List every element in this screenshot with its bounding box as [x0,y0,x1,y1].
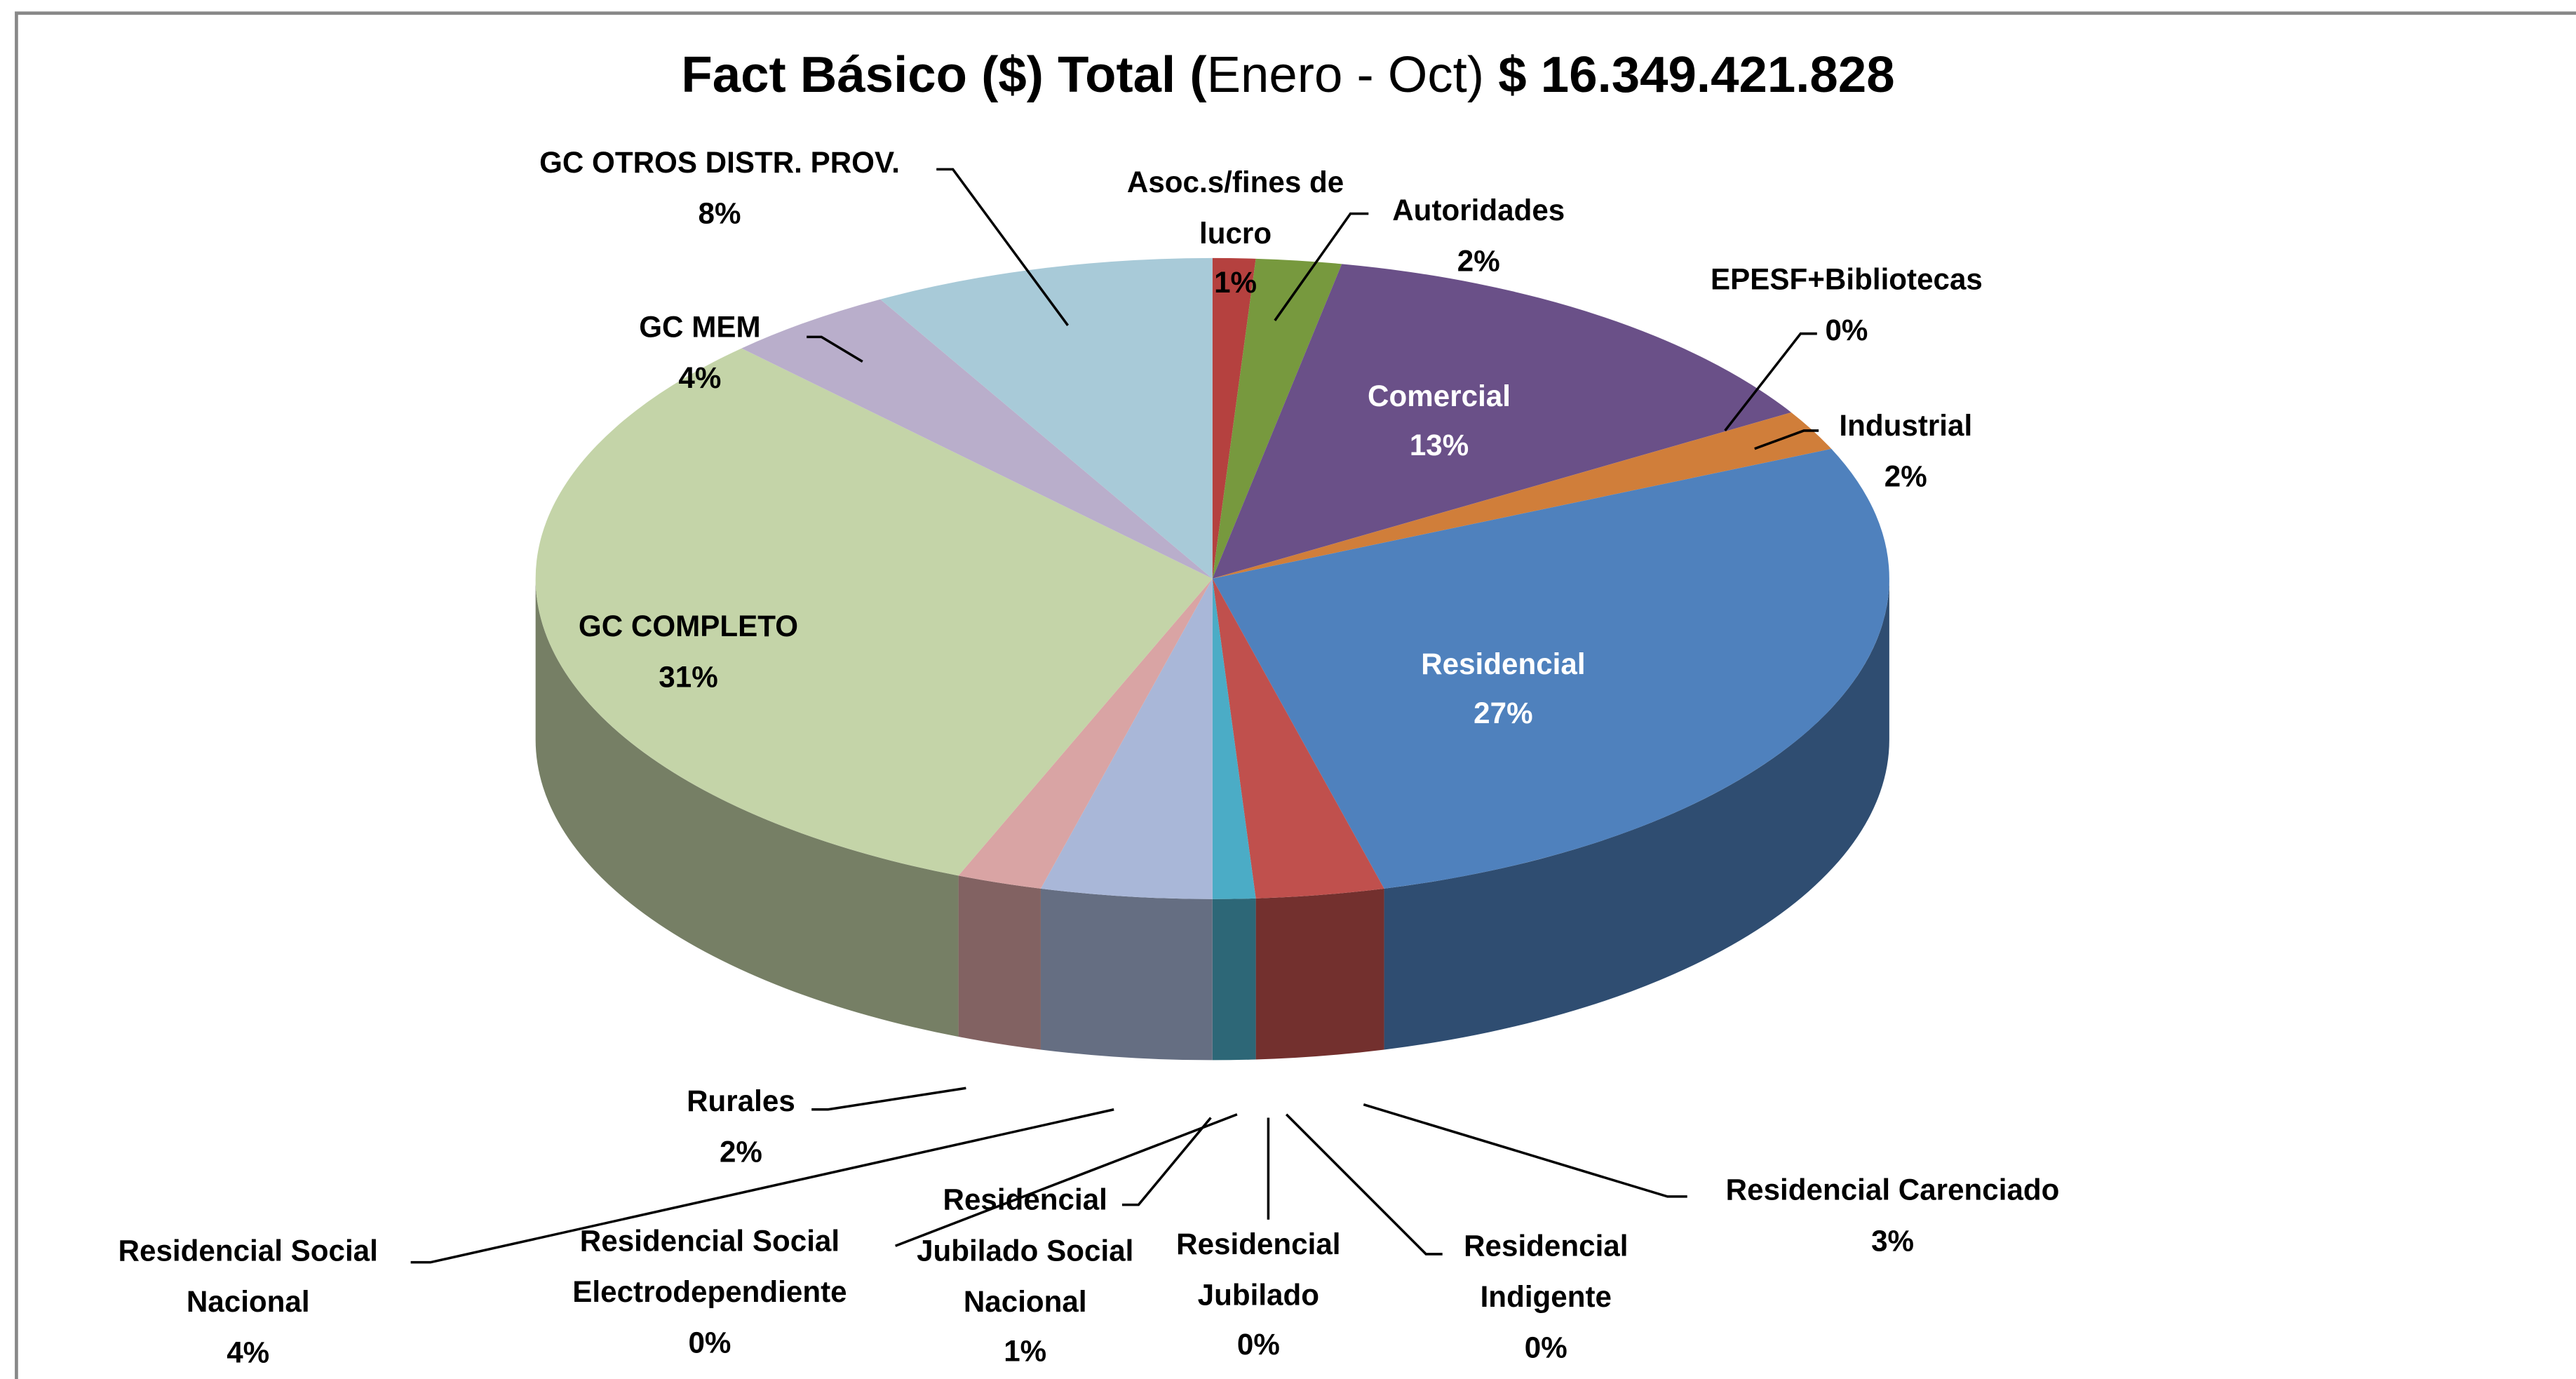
value-label: 2% [719,1136,762,1169]
slice [1040,578,1213,899]
slice-label: Comercial [1368,379,1511,413]
slice-label: Residencial Carenciado [1725,1173,2060,1206]
slice-label: GC OTROS DISTR. PROV. [539,146,900,180]
value-label: 0% [1825,314,1868,347]
leader-line [410,1108,1114,1264]
leader-line [895,1113,1238,1247]
slice [958,578,1213,889]
slice [1212,412,1832,579]
leader-line [1754,429,1819,450]
title-part: Fact Básico ($) Total ( [681,46,1207,104]
leader-line [1363,1103,1687,1198]
value-label: 1% [1214,266,1257,300]
slice-label: Residencial Indigente [1464,1229,1628,1314]
slice [1212,264,1792,579]
value-label: 3% [1871,1224,1915,1258]
leader-line [936,168,1070,327]
leader-line [1274,212,1369,321]
slice [1212,578,1256,899]
leader-line [811,1087,966,1111]
value-label: 4% [227,1336,270,1369]
slice [1212,258,1342,579]
slice-label: Autoridades [1392,194,1565,227]
leader-line [1724,332,1817,432]
slice-label: GC MEM [639,310,761,344]
value-label: 13% [1409,429,1469,462]
value-label: 2% [1457,245,1500,278]
slice-side [1384,578,1889,1050]
slice-side [1040,888,1213,1061]
slice-label: Residencial Social Electrodependiente [572,1224,847,1309]
value-label: 0% [688,1326,731,1359]
value-label: 2% [1884,460,1927,493]
slice-label: Rurales [687,1084,795,1118]
slice-side [535,578,959,1037]
slice-label: Residencial [1421,647,1586,681]
leader-line [807,335,863,363]
slice-side [958,875,1041,1050]
value-label: 0% [1524,1331,1567,1364]
value-label: 1% [1004,1334,1047,1368]
slice [1212,257,1256,579]
leader-line [1285,1113,1443,1256]
title-part: $ 16.349.421.828 [1498,46,1895,104]
frame [15,11,2576,1379]
value-label: 4% [678,361,722,395]
slice-label: Residencial Social Nacional [118,1234,378,1319]
slice-label: Asoc.s/fines de lucro [1126,166,1344,250]
value-label: 27% [1474,697,1533,730]
title-part: Enero - Oct) [1206,46,1485,104]
slice-label: EPESF+Bibliotecas [1711,262,1983,296]
slice-label: GC COMPLETO [578,610,799,643]
value-label: 31% [659,661,718,694]
slice [1212,578,1384,899]
slice-side [1212,898,1256,1061]
slice-label: Industrial [1839,409,1973,443]
value-label: 0% [1236,1328,1280,1361]
slice [1212,448,1889,889]
slice-side [1255,888,1384,1060]
slice-label: Residencial Jubilado Social Nacional [917,1183,1134,1319]
slice [880,257,1213,579]
leader-line [1121,1117,1212,1206]
slice-label: Residencial Jubilado [1176,1227,1341,1312]
value-label: 8% [698,197,741,231]
slice [535,348,1213,876]
slice [741,299,1213,579]
chart-title: Fact Básico ($) Total (Enero - Oct) $ 16… [0,46,2576,105]
